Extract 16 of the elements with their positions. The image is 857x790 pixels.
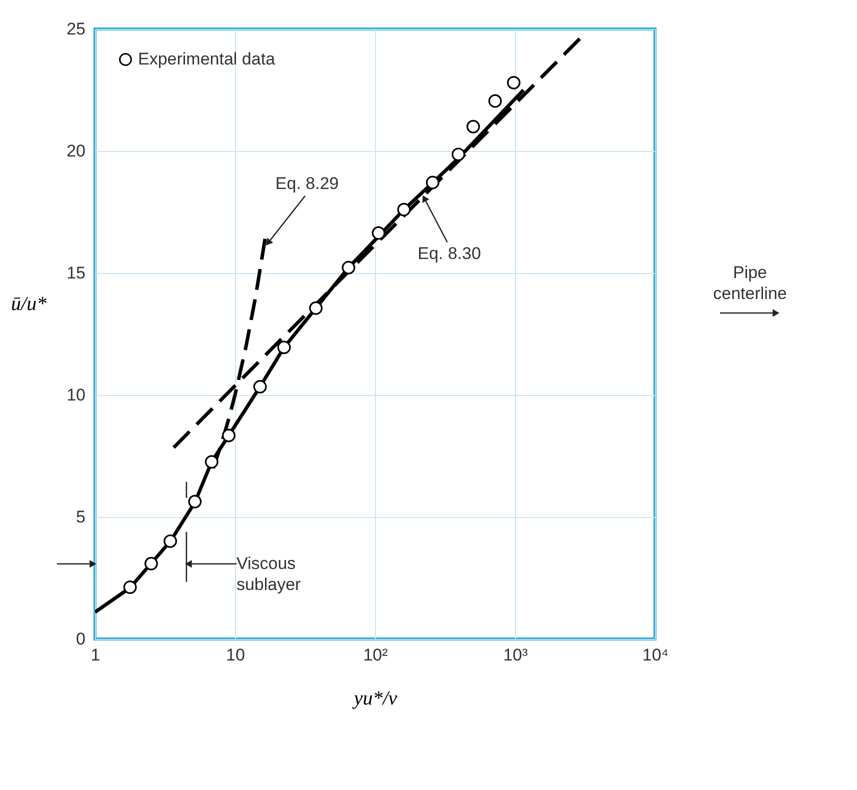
x-axis-title: yu*/ν: [352, 688, 398, 710]
x-tick-label: 10: [226, 646, 245, 664]
y-tick-label: 0: [76, 630, 86, 648]
x-tick-label: 10³: [503, 646, 528, 664]
annotation: Viscous sublayer: [236, 554, 302, 594]
text: Pipe centerline: [713, 263, 787, 303]
y-axis-title: ū/u*: [11, 293, 47, 315]
y-tick-label: 15: [66, 264, 86, 282]
y-tick-label: 20: [66, 142, 86, 160]
y-tick-label: 10: [66, 386, 86, 404]
x-tick-label: 1: [90, 646, 100, 664]
y-tick-label: 5: [76, 508, 86, 526]
legend-label: Experimental data: [138, 50, 276, 68]
x-tick-label: 10⁴: [642, 646, 669, 664]
x-tick-label: 10²: [363, 646, 388, 664]
y-tick-label: 25: [66, 20, 86, 38]
